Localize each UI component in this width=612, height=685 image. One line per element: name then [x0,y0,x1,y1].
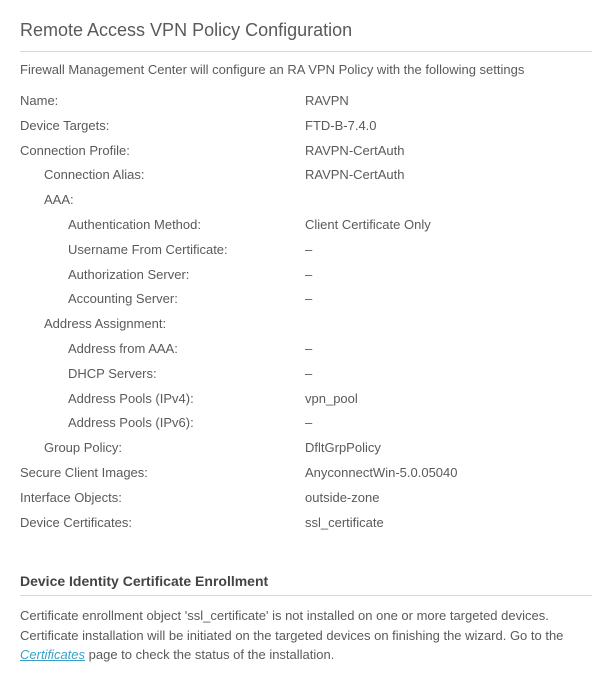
value-connection-profile: RAVPN-CertAuth [305,141,592,162]
value-name: RAVPN [305,91,592,112]
row-aaa: AAA: [20,190,592,211]
label-iface-objects: Interface Objects: [20,488,305,509]
value-authz-server: – [305,265,592,286]
row-iface-objects: Interface Objects: outside-zone [20,488,592,509]
row-addr-assign: Address Assignment: [20,314,592,335]
value-auth-method: Client Certificate Only [305,215,592,236]
label-user-from-cert: Username From Certificate: [20,240,305,261]
row-addr-from-aaa: Address from AAA: – [20,339,592,360]
enrollment-note-post: page to check the status of the installa… [85,647,334,662]
value-addr-assign [305,314,592,335]
row-pools-v6: Address Pools (IPv6): – [20,413,592,434]
value-group-policy: DfltGrpPolicy [305,438,592,459]
row-name: Name: RAVPN [20,91,592,112]
value-user-from-cert: – [305,240,592,261]
intro-text: Firewall Management Center will configur… [20,62,592,77]
row-dhcp-servers: DHCP Servers: – [20,364,592,385]
label-group-policy: Group Policy: [20,438,305,459]
label-name: Name: [20,91,305,112]
label-addr-from-aaa: Address from AAA: [20,339,305,360]
label-authz-server: Authorization Server: [20,265,305,286]
page-title: Remote Access VPN Policy Configuration [20,20,592,41]
row-group-policy: Group Policy: DfltGrpPolicy [20,438,592,459]
value-pools-v4: vpn_pool [305,389,592,410]
value-addr-from-aaa: – [305,339,592,360]
section-rule [20,595,592,596]
certificates-link[interactable]: Certificates [20,647,85,662]
row-user-from-cert: Username From Certificate: – [20,240,592,261]
row-auth-method: Authentication Method: Client Certificat… [20,215,592,236]
section-title-enrollment: Device Identity Certificate Enrollment [20,573,592,589]
label-aaa: AAA: [20,190,305,211]
label-client-images: Secure Client Images: [20,463,305,484]
value-pools-v6: – [305,413,592,434]
value-connection-alias: RAVPN-CertAuth [305,165,592,186]
label-device-certs: Device Certificates: [20,513,305,534]
row-authz-server: Authorization Server: – [20,265,592,286]
label-dhcp-servers: DHCP Servers: [20,364,305,385]
title-rule [20,51,592,52]
label-pools-v4: Address Pools (IPv4): [20,389,305,410]
label-connection-profile: Connection Profile: [20,141,305,162]
row-connection-alias: Connection Alias: RAVPN-CertAuth [20,165,592,186]
row-pools-v4: Address Pools (IPv4): vpn_pool [20,389,592,410]
label-addr-assign: Address Assignment: [20,314,305,335]
row-connection-profile: Connection Profile: RAVPN-CertAuth [20,141,592,162]
label-auth-method: Authentication Method: [20,215,305,236]
enrollment-note-pre: Certificate enrollment object 'ssl_certi… [20,608,563,643]
value-dhcp-servers: – [305,364,592,385]
row-device-targets: Device Targets: FTD-B-7.4.0 [20,116,592,137]
label-pools-v6: Address Pools (IPv6): [20,413,305,434]
value-client-images: AnyconnectWin-5.0.05040 [305,463,592,484]
label-acct-server: Accounting Server: [20,289,305,310]
value-iface-objects: outside-zone [305,488,592,509]
row-client-images: Secure Client Images: AnyconnectWin-5.0.… [20,463,592,484]
value-device-targets: FTD-B-7.4.0 [305,116,592,137]
row-acct-server: Accounting Server: – [20,289,592,310]
row-device-certs: Device Certificates: ssl_certificate [20,513,592,534]
enrollment-note: Certificate enrollment object 'ssl_certi… [20,606,592,665]
label-device-targets: Device Targets: [20,116,305,137]
value-device-certs: ssl_certificate [305,513,592,534]
value-acct-server: – [305,289,592,310]
value-aaa [305,190,592,211]
label-connection-alias: Connection Alias: [20,165,305,186]
